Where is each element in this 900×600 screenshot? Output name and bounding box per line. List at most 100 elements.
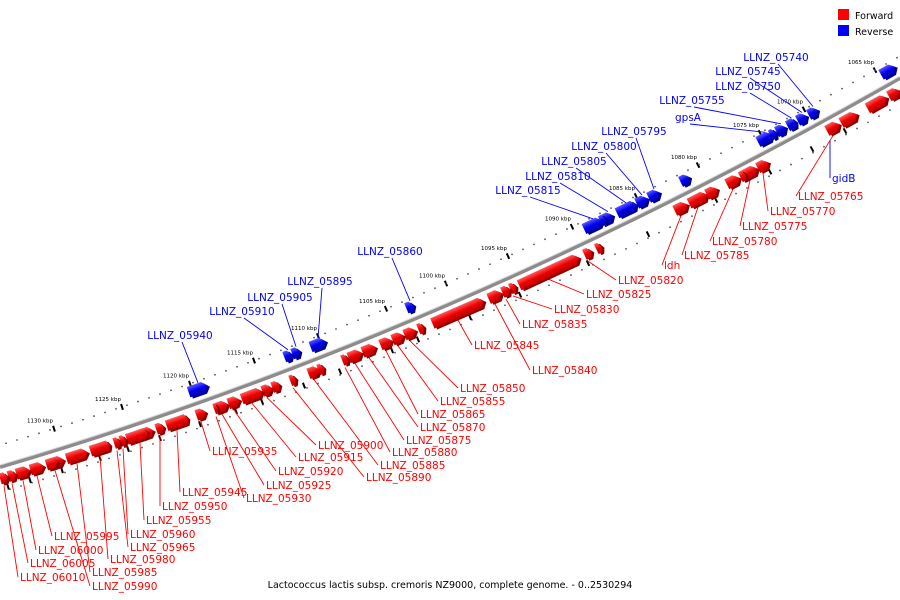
scale-tick [188, 380, 192, 387]
ruler-dot [702, 209, 704, 212]
ruler-dot [621, 201, 623, 204]
ruler-dot [357, 319, 359, 322]
ruler-dot [801, 157, 803, 160]
ruler-dot [302, 341, 304, 343]
leader-llnz-05900 [266, 397, 317, 446]
ruler-dot [42, 478, 44, 481]
gene-label-llnz-05820: LLNZ_05820 [618, 275, 683, 287]
gene-rev-fill-1 [787, 118, 799, 131]
ruler-dot [280, 349, 282, 352]
gene-body [290, 347, 300, 360]
ruler-dot [273, 399, 275, 402]
ruler-dot [119, 453, 121, 456]
leader-llnz-05825 [548, 279, 585, 295]
gene-llnz-05780 [724, 175, 742, 191]
ruler-dot [559, 279, 561, 282]
scale-tick-label: 1080 kbp [671, 155, 697, 161]
gene-body [878, 64, 895, 80]
leader-llnz-05740 [777, 63, 814, 107]
leader-llnz-05775 [739, 180, 751, 227]
ruler-dot [251, 407, 253, 410]
gene-body [824, 121, 840, 136]
leader-llnz-05785 [681, 206, 699, 256]
gene-label-llnz-05930: LLNZ_05930 [246, 493, 311, 505]
ruler-dot [130, 450, 132, 453]
gene-body [686, 191, 707, 209]
ruler-dot [735, 192, 737, 195]
gene-llnz-05870 [360, 343, 379, 359]
gene-body [724, 175, 740, 190]
gene-llnz-05880 [340, 354, 351, 367]
ruler-dash [234, 408, 238, 415]
gene-body [0, 472, 8, 485]
gene-label-llnz-05775: LLNZ_05775 [742, 221, 807, 233]
ruler-dot [64, 471, 66, 474]
ruler-dot [698, 163, 700, 166]
ruler-dot [515, 299, 517, 302]
gene-rev-fill-2 [625, 200, 639, 214]
scale-tick-label: 1070 kbp [777, 99, 803, 105]
ruler-dot [229, 415, 231, 418]
gene-fill-9 [270, 380, 283, 395]
ruler-dot [812, 151, 814, 154]
ruler-dot [577, 222, 579, 225]
gene-body [378, 337, 392, 351]
ruler-dot [489, 263, 491, 266]
gene-label-ldh: ldh [664, 260, 680, 272]
gene-label-llnz-05740: LLNZ_05740 [743, 52, 808, 64]
ruler-dot [713, 204, 715, 206]
scale-tick [120, 403, 124, 411]
gene-label-llnz-05860: LLNZ_05860 [357, 246, 422, 258]
gene-body [805, 107, 818, 120]
leader-llnz-05855 [397, 345, 439, 402]
ruler-dot [889, 109, 891, 111]
ruler-dot [863, 75, 865, 78]
ruler-dot [665, 180, 667, 183]
ruler-dot [401, 301, 403, 304]
gene-body [46, 457, 58, 470]
gene-fill-5 [593, 242, 605, 256]
gene-llnz-05745 [794, 113, 810, 127]
leader-llnz-05895 [317, 287, 323, 339]
ruler-dot [896, 56, 898, 59]
gene-body [486, 290, 502, 304]
leader-llnz-05820 [587, 260, 617, 281]
ruler-dot [731, 146, 733, 149]
gene-label-llnz-05890: LLNZ_05890 [366, 472, 431, 484]
leader-llnz-05745 [749, 77, 803, 113]
gene-body [755, 160, 769, 174]
ruler-dot [581, 268, 583, 271]
ruler-dot [137, 400, 139, 403]
gene-fill-1 [864, 95, 890, 115]
ruler-dot [423, 291, 425, 294]
gene-label-llnz-05875: LLNZ_05875 [406, 435, 471, 447]
gene-label-llnz-05750: LLNZ_05750 [715, 81, 780, 93]
leader-llnz-05830 [512, 295, 553, 310]
ruler-dot [522, 248, 524, 251]
ruler-dash [415, 336, 421, 343]
gene-fill-8 [316, 363, 327, 377]
gene-llnz-05905 [290, 347, 303, 361]
ruler-dot [687, 169, 689, 172]
ruler-dot [834, 139, 836, 142]
ruler-dot [159, 393, 161, 396]
gene-body [306, 366, 320, 379]
scale-tick-label: 1095 kbp [481, 246, 507, 252]
ruler-dot [174, 435, 176, 438]
ruler-dot [218, 419, 220, 422]
ruler-dot [104, 411, 106, 414]
legend-forward-label: Forward [855, 11, 893, 22]
ruler-dot [482, 314, 484, 316]
leader-ldh [661, 215, 682, 266]
ruler-dot [412, 296, 414, 299]
gene-llnz-05930 [212, 403, 221, 416]
reverse-swatch [838, 25, 849, 36]
ruler-dot [691, 215, 693, 218]
gene-label-llnz-05980: LLNZ_05980 [110, 554, 175, 566]
ruler-dot [614, 253, 616, 256]
ruler-dot [819, 99, 821, 102]
ruler-dot [5, 442, 7, 445]
ruler-dash [809, 145, 815, 153]
scale-tick-label: 1115 kbp [227, 351, 253, 357]
leader-llnz-05955 [139, 442, 145, 521]
